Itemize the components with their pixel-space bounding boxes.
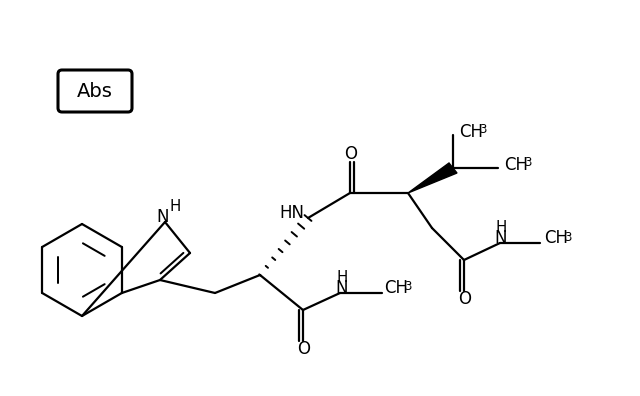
Text: CH: CH [504, 156, 528, 174]
Text: 3: 3 [564, 230, 572, 244]
Text: CH: CH [384, 279, 408, 297]
Text: N: N [157, 208, 169, 226]
Polygon shape [408, 163, 457, 193]
Text: 3: 3 [524, 156, 532, 169]
Text: O: O [458, 290, 472, 308]
Text: N: N [336, 279, 348, 297]
Text: 3: 3 [404, 280, 412, 293]
Text: HN: HN [280, 204, 305, 222]
Text: H: H [170, 198, 180, 213]
Text: 3: 3 [479, 122, 486, 135]
Text: H: H [495, 219, 507, 234]
FancyBboxPatch shape [58, 70, 132, 112]
Text: Abs: Abs [77, 82, 113, 101]
Text: CH: CH [459, 123, 483, 141]
Text: O: O [344, 145, 358, 163]
Text: O: O [298, 340, 310, 358]
Text: CH: CH [544, 229, 568, 247]
Text: N: N [495, 229, 508, 247]
Text: H: H [337, 270, 348, 284]
